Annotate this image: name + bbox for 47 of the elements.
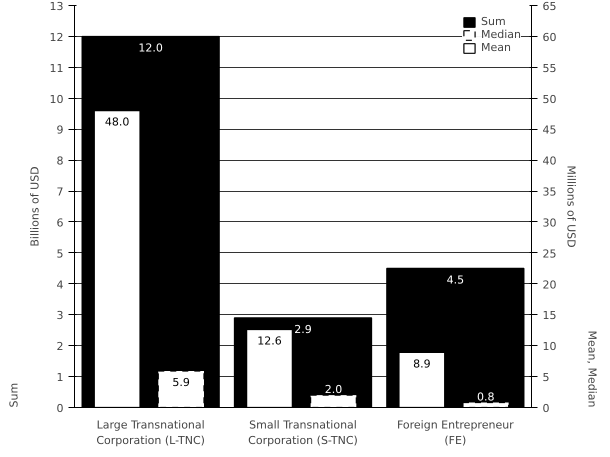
- y-tick-label: 5: [56, 247, 64, 260]
- y2-tick-label: 65: [542, 0, 556, 13]
- x-tick-label: Small Transnational Corporation (S-TNC): [248, 418, 358, 448]
- data-label: 2.9: [294, 322, 312, 336]
- y-tick-label: 2: [56, 340, 64, 354]
- y-axis-title: Billions of USD: [28, 166, 42, 247]
- y2-tick-label: 60: [542, 30, 556, 44]
- y-tick-label: 0: [56, 402, 64, 415]
- y-tick-label: 3: [56, 309, 64, 322]
- y-tick-label: 11: [50, 62, 64, 75]
- data-label: 12.6: [257, 334, 282, 348]
- y2-axis-title: Millions of USD: [564, 165, 578, 248]
- y-tick-label: 10: [50, 92, 64, 106]
- y2-tick-label: 15: [542, 309, 556, 322]
- data-label: 48.0: [104, 116, 130, 129]
- y-tick-label: 9: [56, 124, 64, 137]
- text: Mean, Median: [586, 330, 598, 408]
- y-tick-label: 1: [56, 371, 64, 384]
- y2-tick-label: 40: [542, 154, 556, 168]
- y2-tick-label: 55: [542, 62, 556, 75]
- y2-tick-label: 0: [542, 402, 550, 415]
- data-label: 8.9: [413, 357, 431, 370]
- y-tick-label: 4: [56, 278, 64, 292]
- y-tick-label: 13: [50, 0, 64, 13]
- y2-tick-label: 25: [542, 247, 556, 260]
- y-tick-label: 6: [56, 216, 64, 230]
- y2-tick-label: 30: [542, 216, 556, 230]
- y2-tick-label: 10: [542, 340, 556, 354]
- data-label: 0.8: [477, 390, 495, 404]
- y-tick-label: 8: [56, 154, 64, 168]
- y2-tick-label: 50: [542, 92, 556, 106]
- data-label: 12.0: [138, 41, 163, 54]
- legend-label: Mean: [480, 41, 511, 54]
- x-tick-label: Foreign Entrepreneur (FE): [396, 418, 514, 448]
- x-tick-label: Large Transnational Corporation (L-TNC): [96, 418, 205, 448]
- data-label: 5.9: [172, 376, 190, 390]
- legend-label: Sum: [480, 15, 506, 28]
- y-tick-label: 12: [50, 30, 64, 44]
- text: Sum: [8, 382, 20, 408]
- data-label: 2.0: [324, 383, 342, 396]
- y2-tick-label: 35: [542, 186, 556, 199]
- y2-tick-label: 5: [542, 371, 550, 384]
- data-label: 4.5: [446, 273, 464, 286]
- y2-tick-label: 45: [542, 124, 556, 137]
- y-tick-label: 7: [56, 186, 64, 199]
- y2-tick-label: 20: [542, 278, 556, 292]
- legend-label: Median: [480, 28, 521, 41]
